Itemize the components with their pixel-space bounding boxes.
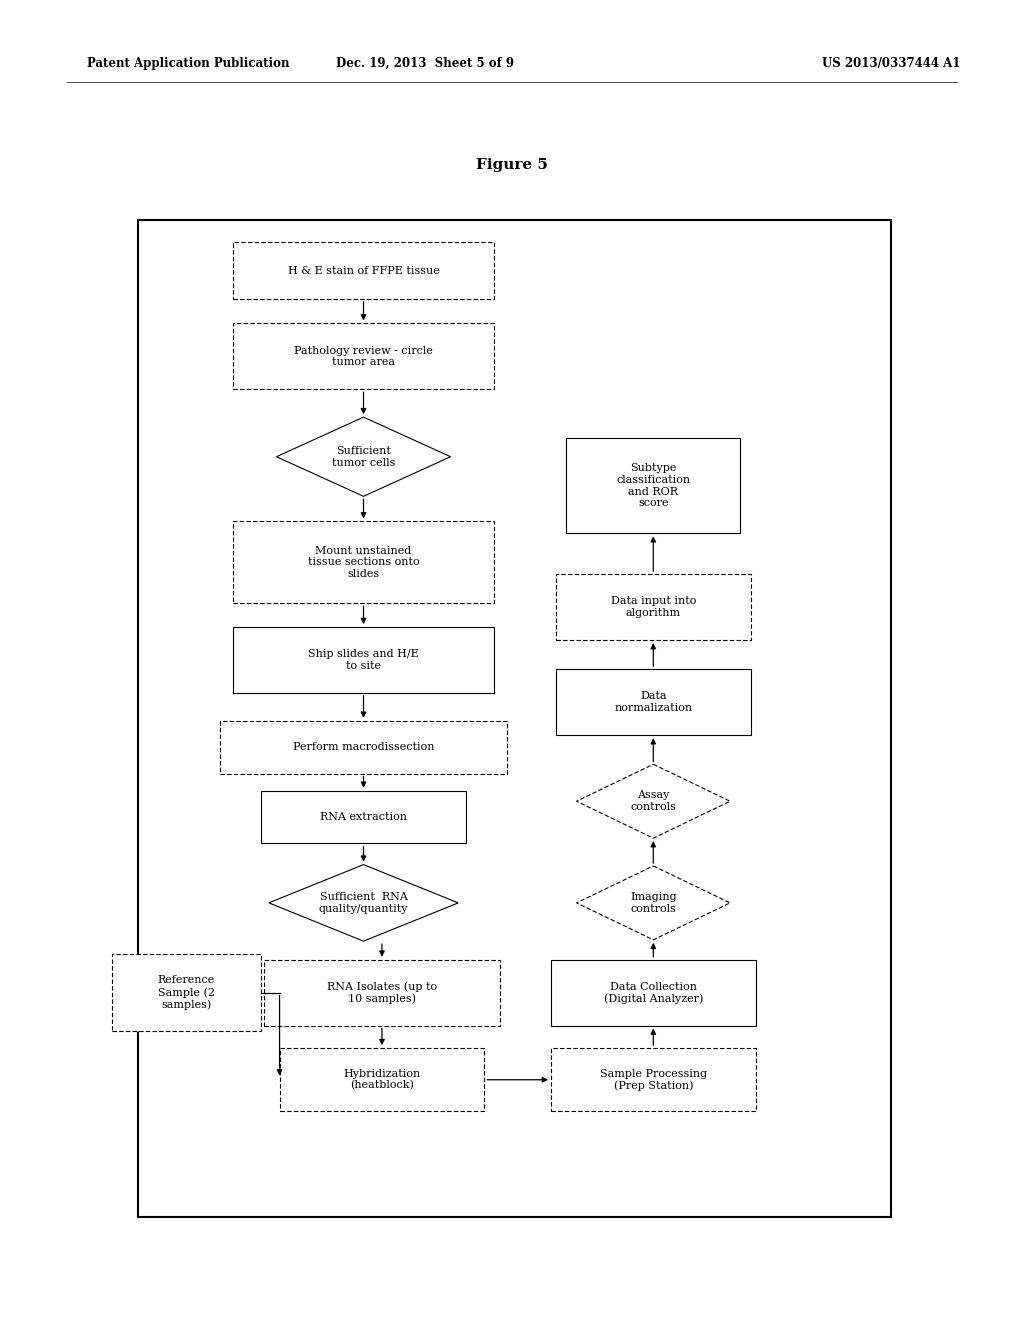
Bar [556,574,751,640]
Bar [232,521,494,603]
Bar [232,323,494,389]
Polygon shape [577,764,730,838]
Text: RNA Isolates (up to
10 samples): RNA Isolates (up to 10 samples) [327,981,437,1005]
Bar [232,627,494,693]
Text: Assay
controls: Assay controls [631,791,676,812]
Text: Hybridization
(heatblock): Hybridization (heatblock) [343,1069,421,1090]
Text: Mount unstained
tissue sections onto
slides: Mount unstained tissue sections onto sli… [307,545,420,579]
Bar [232,242,494,298]
Text: Subtype
classification
and ROR
score: Subtype classification and ROR score [616,463,690,508]
Text: US 2013/0337444 A1: US 2013/0337444 A1 [821,57,961,70]
Bar [556,669,751,735]
Bar [113,954,260,1031]
Bar [264,960,500,1026]
Text: Sufficient  RNA
quality/quantity: Sufficient RNA quality/quantity [318,892,409,913]
Text: Data input into
algorithm: Data input into algorithm [610,597,696,618]
Text: Data
normalization: Data normalization [614,692,692,713]
Text: Data Collection
(Digital Analyzer): Data Collection (Digital Analyzer) [603,982,703,1003]
Bar [138,220,891,1217]
Bar [280,1048,484,1111]
Bar [551,1048,756,1111]
Text: RNA extraction: RNA extraction [321,812,407,822]
Text: Sufficient
tumor cells: Sufficient tumor cells [332,446,395,467]
Polygon shape [276,417,451,496]
Bar [261,791,466,843]
Text: Patent Application Publication: Patent Application Publication [87,57,290,70]
Text: Pathology review - circle
tumor area: Pathology review - circle tumor area [294,346,433,367]
Polygon shape [268,865,459,941]
Text: Figure 5: Figure 5 [476,158,548,172]
Text: Sample Processing
(Prep Station): Sample Processing (Prep Station) [600,1069,707,1090]
Text: H & E stain of FFPE tissue: H & E stain of FFPE tissue [288,265,439,276]
Text: Imaging
controls: Imaging controls [630,892,677,913]
Text: Ship slides and H/E
to site: Ship slides and H/E to site [308,649,419,671]
Text: Perform macrodissection: Perform macrodissection [293,742,434,752]
Polygon shape [577,866,730,940]
Bar [566,438,740,533]
Bar [220,721,507,774]
Text: Dec. 19, 2013  Sheet 5 of 9: Dec. 19, 2013 Sheet 5 of 9 [336,57,514,70]
Bar [551,960,756,1026]
Text: Reference
Sample (2
samples): Reference Sample (2 samples) [158,975,215,1010]
